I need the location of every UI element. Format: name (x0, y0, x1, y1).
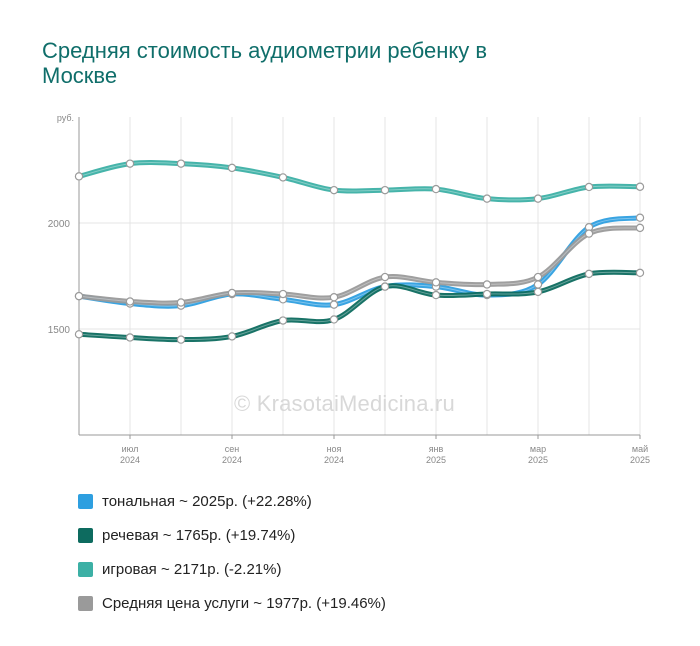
chart-title: Средняя стоимость аудиометрии ребенку в … (42, 38, 488, 88)
data-point-play (74, 172, 84, 181)
legend-item-tonal[interactable]: тональная ~ 2025р. (+22.28%) (78, 484, 386, 518)
legend-item-average[interactable]: Средняя цена услуги ~ 1977р. (+19.46%) (78, 586, 386, 620)
data-point-speech (380, 282, 390, 291)
legend-item-play[interactable]: игровая ~ 2171р. (-2.21%) (78, 552, 386, 586)
data-point-play (329, 185, 339, 195)
data-point-speech (278, 316, 288, 325)
data-point-speech (176, 335, 186, 344)
legend: тональная ~ 2025р. (+22.28%) речевая ~ 1… (78, 484, 386, 620)
legend-label: речевая ~ 1765р. (+19.74%) (102, 526, 296, 544)
data-point-average (635, 223, 645, 233)
data-point-average (227, 288, 237, 298)
y-unit-label: руб. (57, 113, 74, 123)
x-tick-label: 2025 (426, 455, 446, 465)
data-point-tonal (635, 213, 645, 222)
data-point-speech (74, 330, 84, 339)
data-point-speech (635, 268, 645, 278)
data-point-average (176, 298, 186, 307)
data-point-average (74, 291, 84, 301)
data-point-play (227, 163, 237, 173)
data-point-play (278, 173, 288, 182)
x-tick-label: 2024 (120, 455, 140, 465)
legend-label: тональная ~ 2025р. (+22.28%) (102, 492, 312, 510)
legend-label: игровая ~ 2171р. (-2.21%) (102, 560, 282, 578)
data-point-play (431, 184, 441, 194)
data-point-speech (329, 315, 339, 324)
x-tick-label: янв (429, 444, 444, 454)
data-point-average (125, 297, 135, 306)
data-point-play (482, 194, 492, 203)
data-point-average (584, 229, 594, 238)
legend-swatch (78, 527, 93, 543)
x-tick-label: 2024 (222, 455, 242, 465)
data-point-speech (227, 332, 237, 341)
x-tick-label: 2025 (528, 455, 548, 465)
data-point-speech (584, 269, 594, 279)
legend-item-speech[interactable]: речевая ~ 1765р. (+19.74%) (78, 518, 386, 552)
data-point-play (533, 194, 543, 203)
data-point-speech (482, 289, 492, 299)
data-point-play (380, 185, 390, 195)
data-point-speech (533, 287, 543, 297)
data-point-average (380, 272, 390, 282)
data-point-tonal (329, 300, 339, 309)
legend-swatch (78, 493, 93, 509)
y-tick-label: 2000 (48, 219, 71, 230)
x-tick-label: июл (122, 444, 139, 454)
series-line-play (76, 160, 643, 203)
data-point-speech (125, 333, 135, 342)
y-tick-label: 1500 (48, 325, 71, 336)
data-point-average (482, 280, 492, 289)
x-tick-label: 2024 (324, 455, 344, 465)
data-point-play (176, 159, 186, 168)
data-point-play (635, 182, 645, 191)
x-tick-label: ноя (327, 444, 342, 454)
legend-label: Средняя цена услуги ~ 1977р. (+19.46%) (102, 594, 386, 612)
x-tick-label: мар (530, 444, 546, 454)
legend-swatch (78, 561, 93, 577)
data-point-play (125, 159, 135, 168)
x-tick-label: сен (225, 444, 240, 454)
series-line-average (76, 225, 643, 306)
data-point-tonal (533, 280, 543, 289)
data-point-average (329, 293, 339, 302)
x-tick-label: 2025 (630, 455, 650, 465)
data-point-play (584, 182, 594, 192)
data-point-average (278, 289, 288, 299)
x-tick-label: май (632, 444, 648, 454)
data-point-speech (431, 290, 441, 300)
data-point-average (431, 278, 441, 287)
data-point-average (533, 272, 543, 282)
watermark: © KrasotaiMedicina.ru (234, 391, 455, 416)
legend-swatch (78, 595, 93, 611)
series-line-highlight (78, 162, 641, 201)
